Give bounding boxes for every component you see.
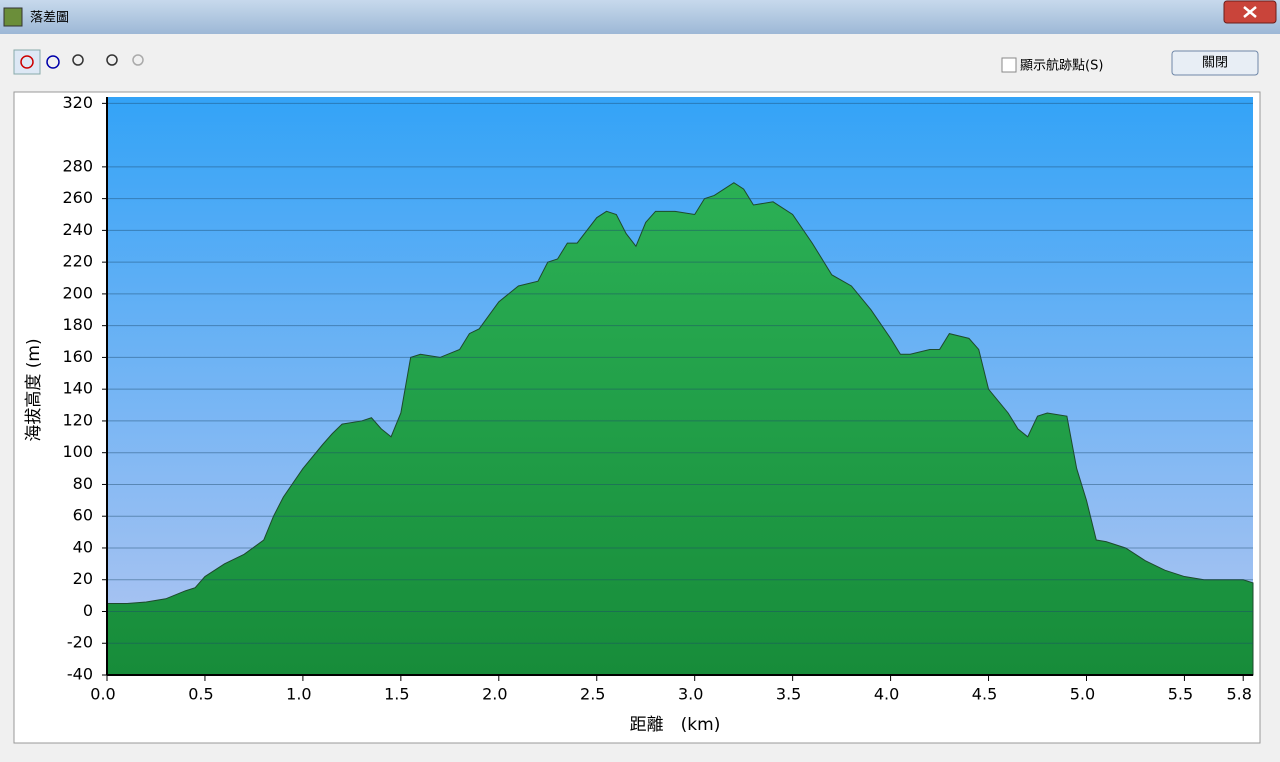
- tool-zoom-in[interactable]: [106, 54, 118, 66]
- x-tick-label: 5.0: [1070, 685, 1095, 704]
- y-tick-label: 0: [83, 601, 93, 620]
- y-tick-label: 100: [62, 442, 93, 461]
- x-tick-label: 1.5: [384, 685, 409, 704]
- x-tick-label: 4.0: [874, 685, 899, 704]
- tool-pan[interactable]: [46, 55, 60, 69]
- close-button[interactable]: [1171, 50, 1259, 76]
- chart: -40 -20 0 20 40 60 80 100 120 140 160 180 200 220 240 2…: [24, 93, 1254, 735]
- y-tick-label: -20: [67, 633, 93, 652]
- y-tick-label: 40: [73, 537, 93, 556]
- title-bar: [0, 0, 1280, 34]
- y-tick-label: 20: [73, 569, 93, 588]
- y-tick-label: 320: [62, 93, 93, 112]
- x-tick-label: 0.5: [188, 685, 213, 704]
- tool-zoom-box[interactable]: [72, 54, 84, 66]
- y-tick-label: 160: [62, 347, 93, 366]
- y-tick-label: 280: [62, 156, 93, 175]
- x-tick-label: 2.0: [482, 685, 507, 704]
- y-tick-label: 240: [62, 220, 93, 239]
- y-tick-label: 80: [73, 474, 93, 493]
- x-tick-label: 0.0: [90, 685, 115, 704]
- y-tick-label: -40: [67, 665, 93, 684]
- y-tick-label: 200: [62, 283, 93, 302]
- x-tick-label: 2.5: [580, 685, 605, 704]
- checkbox[interactable]: [1001, 57, 1017, 73]
- tool-crosshair[interactable]: [13, 49, 41, 75]
- tool-zoom-out[interactable]: [132, 54, 144, 66]
- y-tick-label: 120: [62, 410, 93, 429]
- y-tick-label: 60: [73, 506, 93, 525]
- x-tick-label: 3.0: [678, 685, 703, 704]
- y-tick-label: 260: [62, 188, 93, 207]
- x-tick-label: 4.5: [972, 685, 997, 704]
- y-tick-label: 140: [62, 379, 93, 398]
- close-button-label[interactable]: 關閉: [1202, 56, 1228, 71]
- y-tick-label: 220: [62, 252, 93, 271]
- y-tick-label: 180: [62, 315, 93, 334]
- x-axis-label: 距離 (km): [630, 715, 721, 735]
- x-tick-label: 3.5: [776, 685, 801, 704]
- elevation-area: [106, 182, 1254, 676]
- x-tick-label: 1.0: [286, 685, 311, 704]
- window-title: 落差圖: [30, 11, 69, 26]
- close-x-icon: [1243, 6, 1257, 18]
- checkbox-label[interactable]: 顯示航跡點(S): [1020, 58, 1103, 74]
- app-icon: [3, 7, 23, 27]
- x-tick-label: 5.8: [1226, 685, 1251, 704]
- x-tick-label: 5.5: [1168, 685, 1193, 704]
- y-axis-label: 海拔高度 (m): [24, 338, 44, 441]
- crosshair-icon: [20, 55, 34, 69]
